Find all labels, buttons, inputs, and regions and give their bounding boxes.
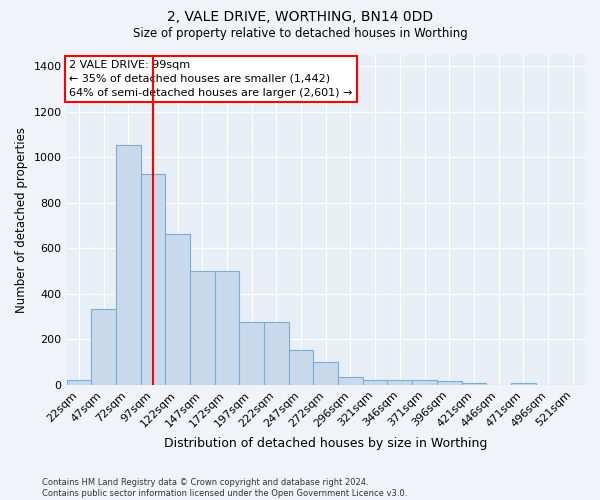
Text: Size of property relative to detached houses in Worthing: Size of property relative to detached ho… [133, 28, 467, 40]
Bar [412, 380, 437, 385]
Bar [461, 382, 486, 385]
X-axis label: Distribution of detached houses by size in Worthing: Distribution of detached houses by size … [164, 437, 487, 450]
Bar [437, 382, 461, 385]
Bar [239, 322, 264, 385]
Text: 2, VALE DRIVE, WORTHING, BN14 0DD: 2, VALE DRIVE, WORTHING, BN14 0DD [167, 10, 433, 24]
Text: 2 VALE DRIVE: 99sqm
← 35% of detached houses are smaller (1,442)
64% of semi-det: 2 VALE DRIVE: 99sqm ← 35% of detached ho… [69, 60, 353, 98]
Bar [313, 362, 338, 385]
Bar [388, 380, 412, 385]
Bar [363, 380, 388, 385]
Y-axis label: Number of detached properties: Number of detached properties [15, 127, 28, 313]
Bar [91, 308, 116, 385]
Bar [511, 382, 536, 385]
Bar [338, 377, 363, 385]
Bar [67, 380, 91, 385]
Bar [264, 322, 289, 385]
Bar [116, 145, 140, 385]
Bar [140, 174, 165, 385]
Bar [190, 271, 215, 385]
Bar [165, 234, 190, 385]
Bar [289, 350, 313, 385]
Text: Contains HM Land Registry data © Crown copyright and database right 2024.
Contai: Contains HM Land Registry data © Crown c… [42, 478, 407, 498]
Bar [215, 271, 239, 385]
